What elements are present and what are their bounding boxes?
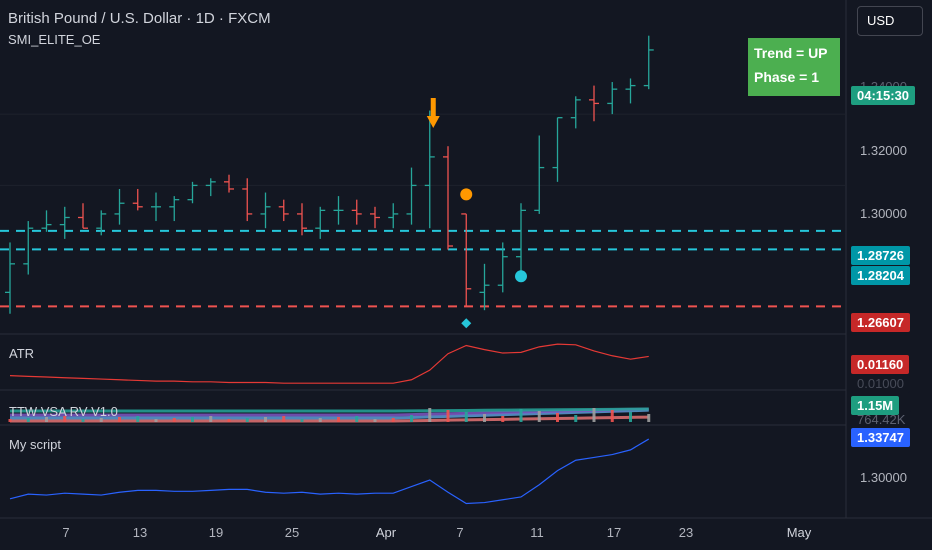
volume-bar: [501, 416, 505, 422]
volume-bar: [629, 412, 632, 422]
date-axis-label: 7: [456, 525, 464, 540]
volume-band: [10, 408, 649, 420]
diamond-marker: [461, 318, 472, 329]
date-axis-label: 13: [132, 525, 148, 540]
symbol-title: British Pound / U.S. Dollar · 1D · FXCM: [8, 10, 271, 27]
volume-band: [10, 415, 649, 423]
trend-label: Trend = UP: [754, 45, 828, 61]
date-axis-label: 7: [62, 525, 70, 540]
volume-bar: [318, 418, 322, 422]
volume-bar: [428, 408, 432, 422]
volume-bar: [300, 419, 304, 422]
date-axis-label: 11: [530, 525, 544, 540]
volume-bar: [136, 416, 140, 422]
script-line: [9, 438, 650, 505]
level-tag-upper: 1.28726: [851, 246, 910, 265]
vsa-pane-label[interactable]: TTW VSA RV V1.0: [9, 404, 118, 419]
volume-bar: [245, 418, 249, 422]
volume-band: [10, 407, 649, 413]
volume-bar: [464, 412, 468, 422]
atr-value-tag: 0.01160: [851, 355, 910, 374]
volume-bar: [26, 418, 30, 422]
signal-dot-marker: [515, 270, 527, 283]
volume-bar: [647, 414, 651, 422]
volume-bar: [81, 419, 85, 422]
down-arrow-marker: [430, 98, 436, 118]
volume-bar: [446, 410, 450, 422]
price-axis-label: 1.32000: [860, 143, 907, 158]
signal-dot-marker: [460, 188, 473, 201]
atr-pane-label[interactable]: ATR: [9, 346, 35, 361]
volume-bar: [574, 415, 578, 422]
volume-tag: 1.15M: [851, 396, 900, 415]
volume-bar: [355, 416, 359, 422]
date-axis-label: Apr: [375, 525, 397, 540]
volume-bar: [519, 409, 523, 422]
phase-label: Phase = 1: [754, 69, 819, 85]
volume-bar: [282, 416, 286, 422]
script-pane-label[interactable]: My script: [9, 437, 61, 452]
volume-bar: [483, 414, 486, 422]
date-axis-label: 25: [284, 525, 300, 540]
volume-bar: [337, 417, 340, 422]
volume-bar: [537, 411, 541, 422]
trend-info-box: Trend = UP Phase = 1: [748, 38, 840, 96]
atr-line: [9, 343, 649, 384]
volume-bar: [209, 416, 213, 422]
currency-button[interactable]: USD: [857, 6, 923, 36]
volume-bar: [592, 408, 596, 422]
volume-bar: [556, 413, 559, 422]
volume-bar: [154, 419, 158, 422]
volume-bar: [191, 417, 194, 422]
level-tag-red: 1.26607: [851, 313, 910, 332]
volume-bar: [391, 418, 395, 422]
price-axis-label: 1.30000: [860, 206, 907, 221]
indicator-name: SMI_ELITE_OE: [8, 32, 101, 47]
volume-bar: [172, 418, 176, 422]
volume-bar: [610, 410, 614, 422]
volume-bar: [410, 415, 413, 422]
level-tag-lower: 1.28204: [851, 266, 910, 285]
date-axis-label: 23: [678, 525, 694, 540]
volume-bar: [118, 417, 121, 422]
date-axis-label: May: [786, 525, 812, 540]
volume-bar: [8, 419, 12, 422]
volume-band: [10, 407, 649, 417]
atr-hidden-tag: 0.01000: [851, 374, 910, 393]
volume-bar: [45, 417, 48, 422]
down-arrow-marker-head: [426, 116, 440, 128]
countdown-tag: 04:15:30: [851, 86, 916, 105]
script-axis-label: 1.30000: [860, 470, 907, 485]
volume-bar: [227, 419, 231, 422]
script-value-tag: 1.33747: [851, 428, 910, 447]
date-axis-label: 17: [606, 525, 622, 540]
volume-bar: [264, 417, 267, 422]
volume-bar: [373, 419, 377, 422]
volume-bar: [63, 416, 67, 422]
volume-bar: [99, 418, 103, 422]
date-axis-label: 19: [208, 525, 224, 540]
